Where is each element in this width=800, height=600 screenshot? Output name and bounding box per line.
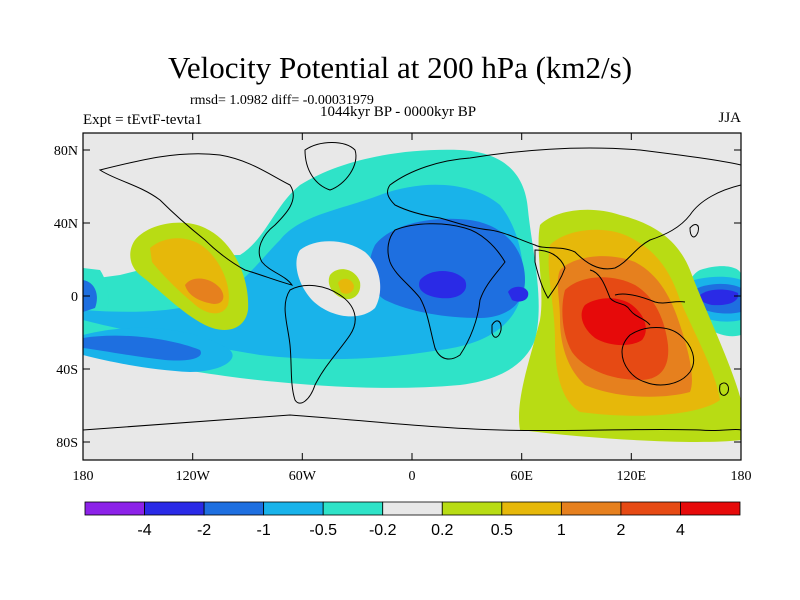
colorbar-swatch	[263, 501, 324, 516]
colorbar-swatch	[560, 501, 622, 516]
coast-indian-subcontinent	[534, 249, 566, 299]
coast-north-america	[98, 153, 294, 286]
season-label: JJA	[718, 110, 741, 126]
experiment-label: Expt = tEvtF-tevta1	[83, 112, 203, 128]
lon-label-60e: 60E	[510, 469, 533, 484]
pos05-region-atlantic	[338, 278, 354, 294]
coast-greenland	[304, 142, 357, 191]
coast-japan	[689, 224, 699, 238]
neg2-region-west-pacific	[699, 289, 739, 306]
colorbar-label: -0.5	[309, 522, 337, 539]
neg2-region-africa	[419, 271, 467, 299]
lon-label-120e: 120E	[617, 469, 647, 484]
rmsd-diff-stats: rmsd= 1.0982 diff= -0.00031979	[190, 93, 374, 108]
lat-label-0: 0	[71, 290, 78, 305]
coastlines	[83, 142, 741, 460]
longitude-labels: 180 120W 60W 0 60E 120E 180	[73, 469, 752, 484]
coast-madagascar	[491, 320, 502, 338]
colorbar-swatch	[680, 501, 741, 516]
colorbar	[84, 501, 741, 516]
lat-label-80s: 80S	[56, 436, 78, 451]
colorbar-swatch	[322, 501, 384, 516]
coast-new-zealand	[719, 382, 729, 396]
map-title: Velocity Potential at 200 hPa (km2/s)	[167, 50, 633, 85]
latitude-ticks	[83, 149, 741, 443]
longitude-ticks	[82, 133, 742, 460]
lon-label-180-east: 180	[731, 469, 752, 484]
coast-europe-asia	[387, 147, 741, 270]
colorbar-label: 4	[676, 522, 685, 539]
lon-label-60w: 60W	[289, 469, 317, 484]
lon-label-180-west: 180	[73, 469, 94, 484]
lon-label-0: 0	[409, 469, 416, 484]
colorbar-label: -1	[257, 522, 271, 539]
lat-label-80n: 80N	[54, 144, 78, 159]
latitude-labels: 80N 40N 0 40S 80S	[54, 144, 78, 451]
coast-antarctica	[83, 414, 741, 460]
lat-label-40n: 40N	[54, 217, 78, 232]
coast-australia	[621, 327, 695, 386]
neg1-region-africa	[369, 218, 525, 318]
colorbar-label: 2	[616, 522, 625, 539]
velocity-potential-field	[83, 133, 741, 460]
colorbar-swatch	[203, 501, 265, 516]
pos1-region-east-pacific	[185, 278, 224, 304]
colorbar-label: -4	[137, 522, 151, 539]
coast-south-america	[284, 284, 356, 404]
colorbar-label: 1	[557, 522, 566, 539]
colorbar-swatch	[501, 501, 562, 516]
colorbar-labels: -4 -2 -1 -0.5 -0.2 0.2 0.5 1 2 4	[137, 522, 685, 539]
coast-africa	[387, 223, 506, 360]
colorbar-label: 0.5	[491, 522, 513, 539]
colorbar-label: -2	[197, 522, 211, 539]
lon-label-120w: 120W	[176, 469, 211, 484]
neg2-region-arabian-sea	[508, 286, 529, 302]
colorbar-swatch	[620, 501, 681, 516]
colorbar-label: 0.2	[431, 522, 453, 539]
lat-label-40s: 40S	[56, 363, 78, 378]
colorbar-swatch	[441, 501, 503, 516]
coast-southeast-asia	[589, 269, 686, 326]
colorbar-swatch	[84, 501, 145, 516]
neg1-region-south-pacific	[83, 335, 201, 361]
colorbar-swatch	[382, 501, 443, 516]
colorbar-label: -0.2	[369, 522, 397, 539]
colorbar-swatch	[144, 501, 205, 516]
period-label: 1044kyr BP - 0000kyr BP	[320, 104, 477, 120]
